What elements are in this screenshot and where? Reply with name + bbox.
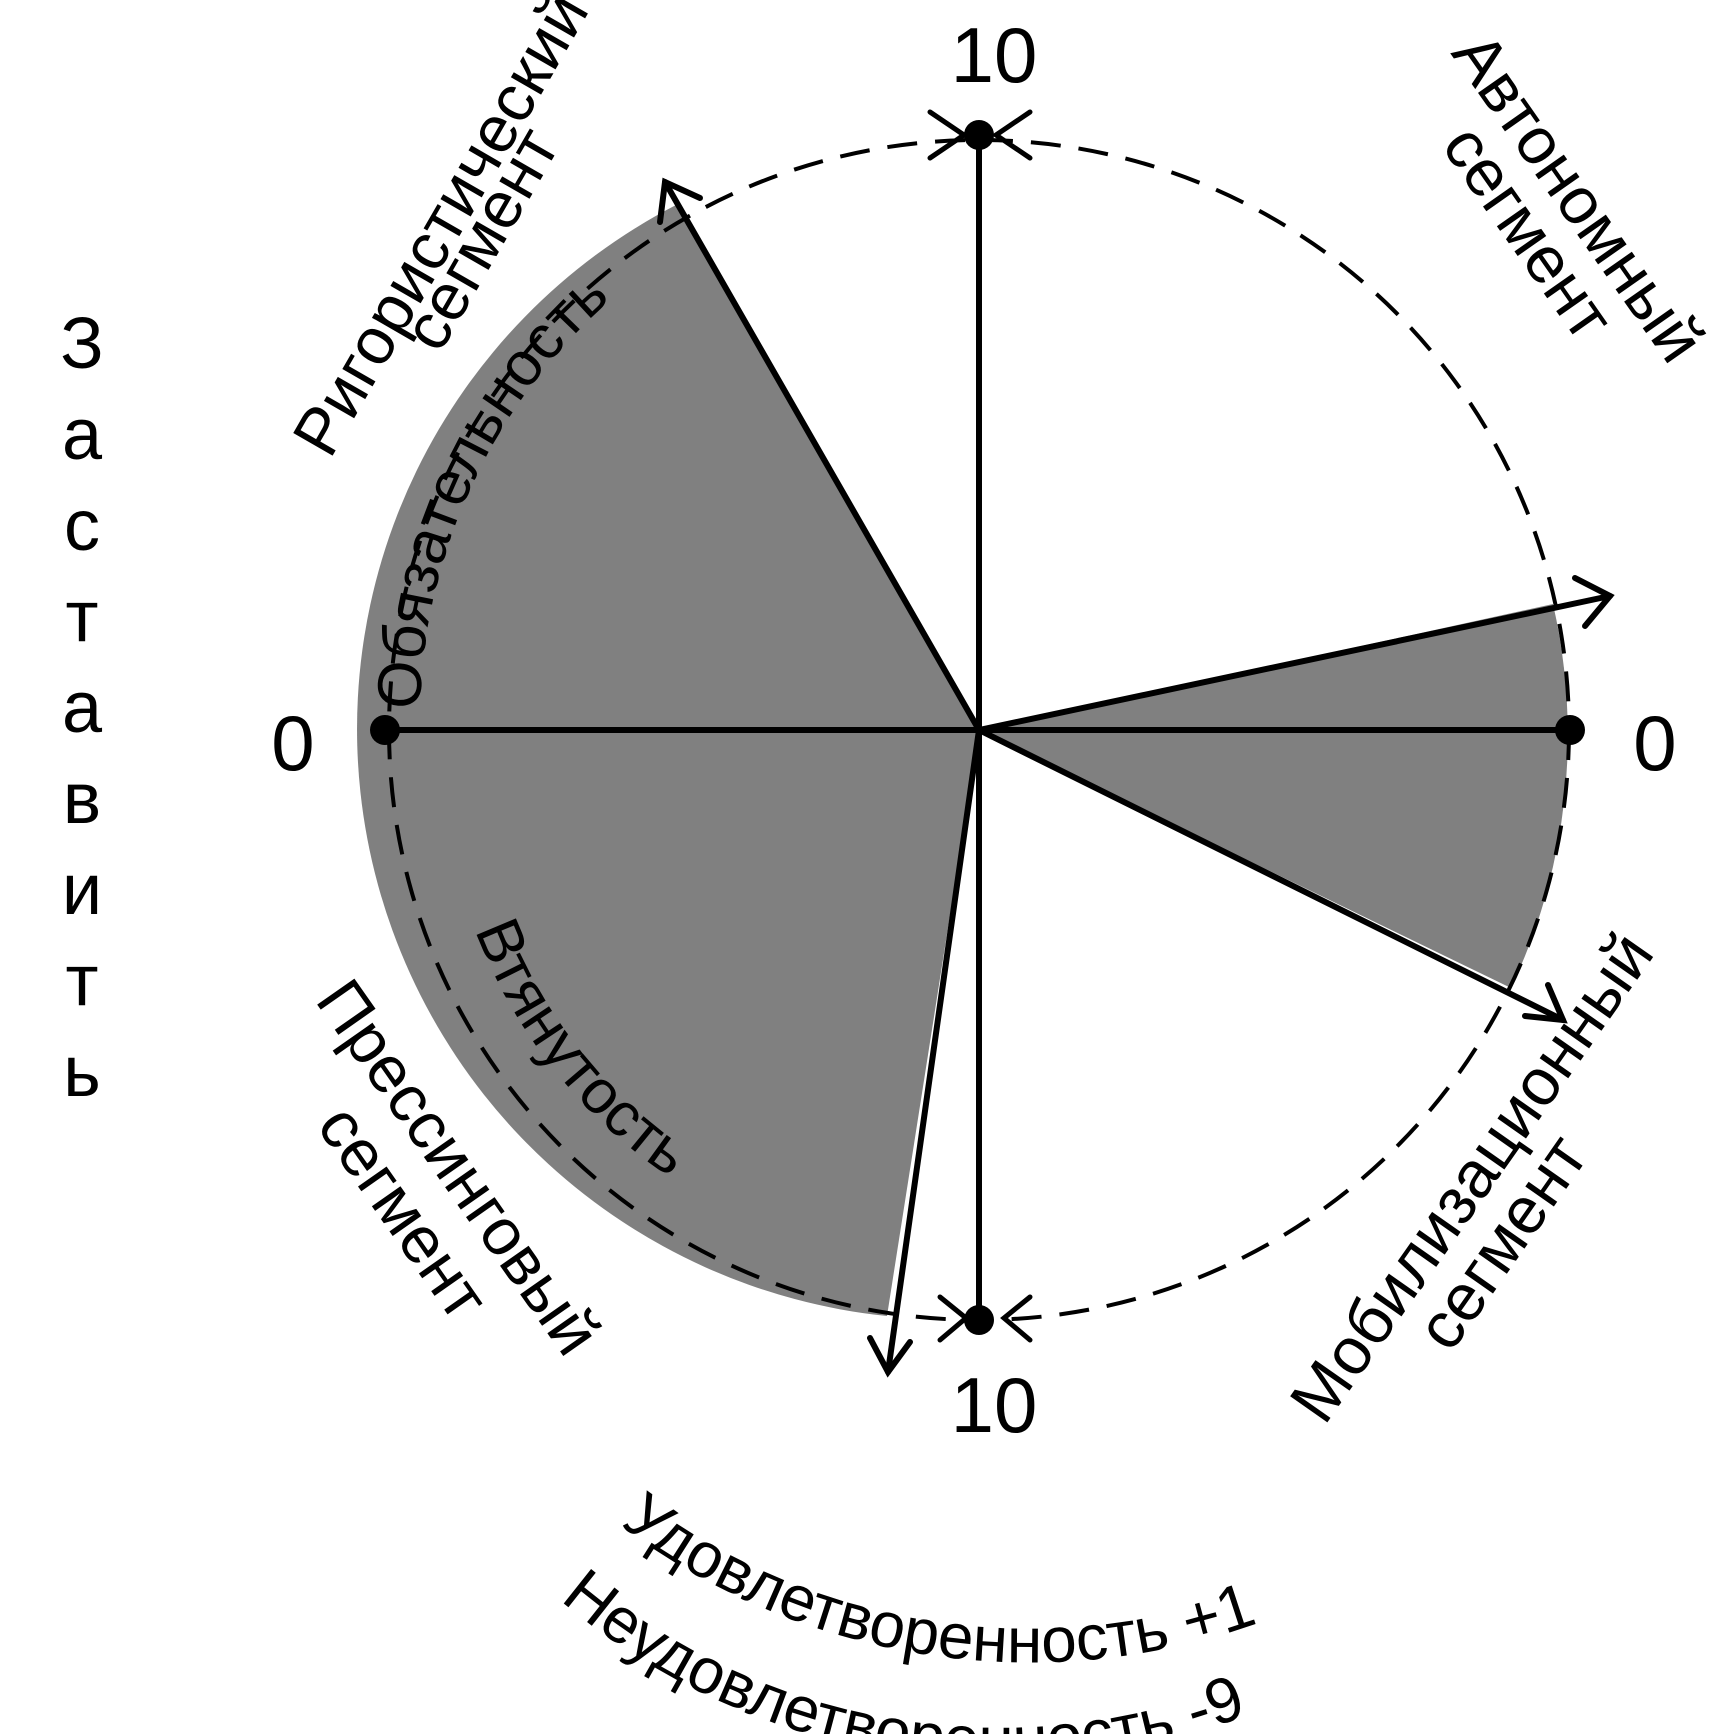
side-word-letter: З bbox=[60, 304, 104, 384]
segment-label-autonomous: Автономный сегмент bbox=[1429, 19, 1719, 375]
axis-bottom-dot bbox=[964, 1305, 994, 1335]
side-word-letter: а bbox=[62, 395, 103, 475]
scale-left-label: 0 bbox=[271, 699, 314, 787]
vector-rigoristic bbox=[657, 177, 982, 733]
side-word-letter: т bbox=[66, 577, 99, 657]
sector-mobilizing bbox=[979, 604, 1568, 988]
scale-bottom-label: 10 bbox=[951, 1361, 1038, 1449]
side-word-letter: в bbox=[63, 759, 101, 839]
top-marker-arrows bbox=[927, 109, 1033, 161]
vector-mobilizing bbox=[976, 727, 1568, 1024]
side-word-letter: т bbox=[66, 941, 99, 1021]
axis-top-dot bbox=[964, 120, 994, 150]
side-word-letter: с bbox=[64, 486, 100, 566]
side-word-letter: и bbox=[62, 850, 102, 930]
side-word-letter: а bbox=[62, 668, 103, 748]
vector-autonomous bbox=[976, 575, 1615, 733]
scale-top-label: 10 bbox=[951, 11, 1038, 99]
axis-right-dot bbox=[1555, 715, 1585, 745]
segment-label-mobilizing: Мобилизационный сегмент bbox=[1275, 919, 1667, 1435]
bottom-marker-arrows bbox=[937, 1294, 1033, 1343]
axis-left-dot bbox=[370, 715, 400, 745]
side-word-letter: ь bbox=[63, 1032, 101, 1112]
mobilizing-name: Мобилизационный bbox=[1275, 919, 1667, 1435]
sector-obligation-pressing bbox=[357, 205, 979, 1316]
vector-pressing bbox=[867, 727, 982, 1378]
scale-right-label: 0 bbox=[1633, 699, 1676, 787]
